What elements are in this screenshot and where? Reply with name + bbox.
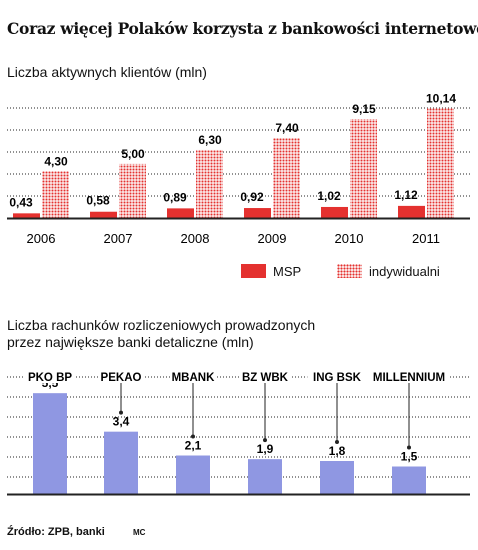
source-note: Źródło: ZPB, banki bbox=[7, 526, 105, 538]
label-indywidualni: 10,14 bbox=[426, 91, 456, 105]
x-tick-label: 2011 bbox=[412, 231, 440, 246]
bar-bank bbox=[176, 455, 210, 494]
bar-indywidualni bbox=[273, 137, 300, 218]
bank-name: MILLENNIUM bbox=[373, 372, 445, 384]
leader-dot bbox=[263, 438, 267, 443]
legend-msp-swatch bbox=[241, 264, 266, 278]
legend-indywidualni-label: indywidualni bbox=[369, 263, 440, 279]
chart-title: Coraz więcej Polaków korzysta z bankowoś… bbox=[7, 19, 478, 38]
bar-bank bbox=[392, 466, 426, 494]
bank-name: BZ WBK bbox=[242, 372, 289, 384]
leader-dot bbox=[119, 410, 123, 415]
bar-indywidualni bbox=[427, 108, 454, 218]
bank-name: PKO BP bbox=[28, 372, 72, 384]
bar-msp bbox=[13, 213, 40, 218]
bar-bank bbox=[320, 461, 354, 494]
bar-bank bbox=[248, 459, 282, 494]
label-indywidualni: 9,15 bbox=[352, 102, 376, 116]
label-indywidualni: 4,30 bbox=[44, 154, 68, 168]
bank-value-label: 1,8 bbox=[329, 444, 346, 458]
chart2-subtitle: Liczba rachunków rozliczeniowych prowadz… bbox=[7, 317, 316, 350]
bar-msp bbox=[398, 205, 425, 218]
legend-indywidualni: indywidualni bbox=[337, 263, 440, 279]
label-msp: 0,43 bbox=[9, 195, 33, 209]
legend-indywidualni-swatch bbox=[337, 264, 362, 278]
bar-msp bbox=[244, 208, 271, 218]
clients-chart: 0,43 4,30 2006 0,58 5,00 2007 0,89 6,30 2008 0,92… bbox=[7, 91, 470, 246]
bank-value-label: 1,5 bbox=[401, 450, 418, 464]
label-msp: 0,58 bbox=[86, 194, 110, 208]
bank-name: PEKAO bbox=[101, 372, 142, 384]
bank-value-label: 3,4 bbox=[113, 415, 130, 429]
bank-value-label: 2,1 bbox=[185, 439, 202, 453]
bar-bank bbox=[33, 393, 67, 494]
bank-name-bg bbox=[24, 369, 76, 383]
x-tick-label: 2009 bbox=[258, 231, 287, 246]
x-tick-label: 2007 bbox=[104, 231, 133, 246]
bank-name: ING BSK bbox=[313, 372, 362, 384]
bank-name-bg bbox=[239, 369, 291, 383]
label-msp: 1,12 bbox=[394, 188, 418, 202]
bank-name-bg bbox=[99, 369, 143, 383]
leader-dot bbox=[191, 434, 195, 439]
bar-indywidualni bbox=[42, 171, 69, 218]
bank-name: MBANK bbox=[172, 372, 215, 384]
legend-msp: MSP bbox=[241, 263, 302, 279]
bar-indywidualni bbox=[119, 163, 146, 218]
label-indywidualni: 5,00 bbox=[121, 147, 145, 161]
author-initials: MC bbox=[133, 528, 146, 537]
label-indywidualni: 7,40 bbox=[275, 121, 299, 135]
label-indywidualni: 6,30 bbox=[198, 133, 222, 147]
bar-indywidualni bbox=[350, 119, 377, 218]
bar-indywidualni bbox=[196, 149, 223, 218]
bar-msp bbox=[167, 208, 194, 218]
legend-msp-label: MSP bbox=[273, 263, 302, 279]
x-tick-label: 2006 bbox=[27, 231, 56, 246]
bank-name-bg bbox=[307, 369, 367, 383]
x-tick-label: 2010 bbox=[335, 231, 364, 246]
chart1-subtitle: Liczba aktywnych klientów (mln) bbox=[7, 64, 207, 80]
bar-msp bbox=[90, 211, 117, 218]
leader-dot bbox=[335, 440, 339, 444]
bank-value-label: 1,9 bbox=[257, 442, 274, 456]
bar-bank bbox=[104, 431, 138, 494]
bank-name-bg bbox=[171, 369, 215, 383]
bar-msp bbox=[321, 206, 348, 218]
bank-name-bg bbox=[368, 369, 450, 383]
x-tick-label: 2008 bbox=[181, 231, 210, 246]
label-msp: 0,89 bbox=[163, 190, 187, 204]
leader-dot bbox=[407, 445, 411, 450]
label-msp: 0,92 bbox=[240, 190, 264, 204]
label-msp: 1,02 bbox=[317, 189, 341, 203]
